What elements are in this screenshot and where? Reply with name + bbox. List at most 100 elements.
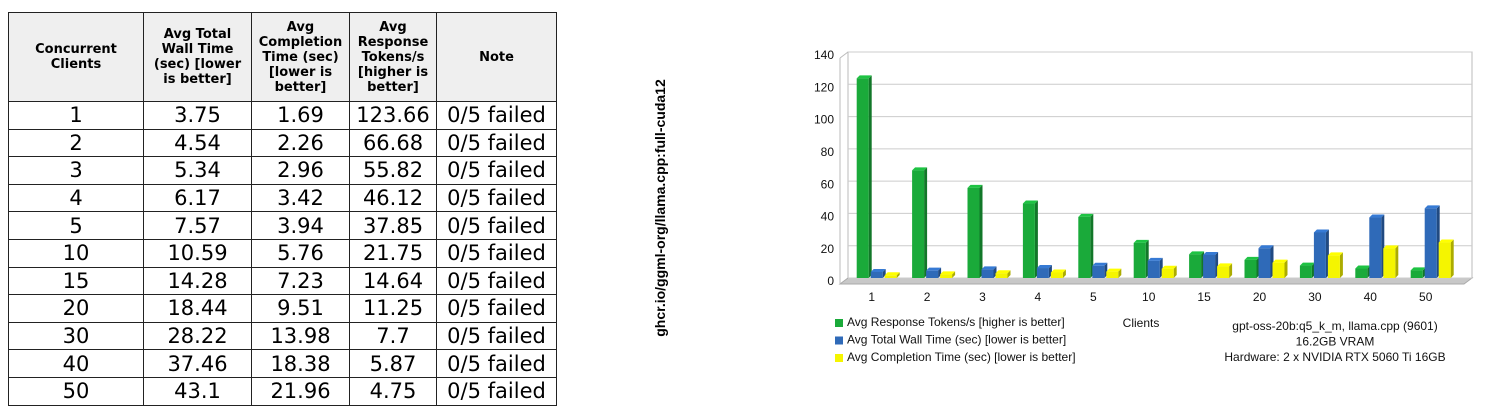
table-cell: 10 bbox=[8, 238, 144, 268]
bar-top bbox=[940, 271, 956, 275]
bar-side bbox=[1090, 213, 1094, 278]
bar-top bbox=[1050, 269, 1066, 273]
bar bbox=[870, 271, 883, 278]
table-cell: 0/5 failed bbox=[436, 238, 557, 268]
bar-side bbox=[1339, 252, 1343, 278]
bar-top bbox=[1022, 200, 1038, 204]
bar bbox=[1189, 254, 1202, 278]
x-tick-label: 20 bbox=[1253, 290, 1267, 304]
bar bbox=[967, 187, 980, 278]
bar bbox=[1036, 268, 1049, 278]
bar-top bbox=[1106, 268, 1122, 272]
bar-top bbox=[912, 167, 928, 171]
bar bbox=[1106, 271, 1119, 278]
bar-side bbox=[1229, 263, 1233, 278]
table-cell: 1.69 bbox=[251, 101, 350, 130]
column-header: Avg Total Wall Time (sec) [lower is bett… bbox=[143, 12, 252, 102]
table-cell: 5.76 bbox=[251, 238, 350, 268]
table-body: 1 3.75 1.69 123.66 0/5 failed 2 4.54 2.26 66.68 0… bbox=[8, 101, 557, 406]
bar bbox=[1313, 232, 1326, 278]
bar bbox=[1355, 268, 1368, 278]
table-cell: 18.38 bbox=[251, 349, 350, 378]
table-cell: 11.25 bbox=[349, 294, 437, 323]
bar bbox=[1258, 248, 1271, 278]
table-cell: 30 bbox=[8, 321, 144, 351]
x-tick-label: 2 bbox=[924, 290, 931, 304]
bar-top bbox=[884, 272, 900, 276]
bar bbox=[1244, 259, 1257, 278]
bar-top bbox=[1244, 256, 1260, 260]
bar bbox=[1092, 265, 1105, 278]
bar-side bbox=[1395, 245, 1399, 278]
y-tick-label: 100 bbox=[814, 113, 834, 127]
y-tick-label: 60 bbox=[821, 177, 835, 191]
y-tick-label: 80 bbox=[821, 145, 835, 159]
bar bbox=[1438, 242, 1451, 278]
bar-side bbox=[896, 272, 900, 278]
table-cell: 7.57 bbox=[143, 211, 252, 240]
table-cell: 13.98 bbox=[251, 321, 350, 351]
bar-side bbox=[1007, 270, 1011, 278]
table-cell: 2.26 bbox=[251, 128, 350, 158]
table-cell: 66.68 bbox=[349, 128, 437, 158]
bar-top bbox=[967, 184, 983, 188]
column-header: Avg Response Tokens/s [higher is better] bbox=[349, 12, 437, 102]
bar bbox=[1161, 268, 1174, 278]
bar-top bbox=[1355, 265, 1371, 269]
bar-top bbox=[1203, 251, 1219, 255]
bar-side bbox=[1450, 239, 1454, 278]
legend-swatch bbox=[835, 354, 843, 362]
bar-side bbox=[1284, 259, 1288, 278]
x-axis-title: Clients bbox=[1123, 316, 1160, 330]
table-cell: 21.75 bbox=[349, 238, 437, 268]
bar-top bbox=[856, 75, 872, 79]
x-tick-label: 5 bbox=[1090, 290, 1097, 304]
bar-side bbox=[952, 271, 956, 278]
bar-top bbox=[1078, 213, 1094, 217]
annotation: Hardware: 2 x NVIDIA RTX 5060 Ti 16GB bbox=[1224, 350, 1445, 364]
bar-top bbox=[1272, 259, 1288, 263]
bar-top bbox=[1161, 265, 1177, 269]
table-cell: 0/5 failed bbox=[436, 211, 557, 240]
bar bbox=[981, 269, 994, 278]
y-tick-label: 20 bbox=[821, 242, 835, 256]
bar bbox=[1133, 242, 1146, 278]
results-table: Concurrent Clients Avg Total Wall Time (s… bbox=[8, 12, 557, 406]
bar-top bbox=[1258, 245, 1274, 249]
bar-top bbox=[1410, 267, 1426, 271]
table-row: 10 10.59 5.76 21.75 0/5 failed bbox=[8, 238, 557, 268]
bar bbox=[1327, 255, 1340, 278]
bar bbox=[1217, 266, 1230, 278]
bar-top bbox=[1438, 239, 1454, 243]
bar-top bbox=[995, 270, 1011, 274]
bar bbox=[1147, 260, 1160, 278]
x-tick-label: 50 bbox=[1419, 290, 1433, 304]
bar-top bbox=[1299, 262, 1315, 266]
table-row: 50 43.1 21.96 4.75 0/5 failed bbox=[8, 376, 557, 406]
bar bbox=[1410, 270, 1423, 278]
bar bbox=[1383, 248, 1396, 278]
header-row: Concurrent Clients Avg Total Wall Time (s… bbox=[8, 12, 557, 102]
bar-top bbox=[1189, 251, 1205, 255]
annotation: gpt-oss-20b:q5_k_m, llama.cpp (9601) bbox=[1232, 319, 1437, 333]
bar bbox=[1078, 216, 1091, 278]
table-row: 20 18.44 9.51 11.25 0/5 failed bbox=[8, 294, 557, 323]
bar-top bbox=[1313, 229, 1329, 233]
legend-label: Avg Response Tokens/s [higher is better] bbox=[847, 315, 1065, 329]
table-cell: 5.87 bbox=[349, 349, 437, 378]
table-cell: 46.12 bbox=[349, 183, 437, 213]
y-tick-label: 140 bbox=[814, 48, 834, 62]
legend-swatch bbox=[835, 319, 843, 327]
x-tick-label: 3 bbox=[979, 290, 986, 304]
table-cell: 14.64 bbox=[349, 266, 437, 296]
bar bbox=[1369, 217, 1382, 278]
bar-side bbox=[1034, 200, 1038, 278]
column-header: Avg Completion Time (sec) [lower is bett… bbox=[251, 12, 350, 102]
bar bbox=[856, 78, 869, 278]
table-cell: 0/5 failed bbox=[436, 101, 557, 130]
bar-side bbox=[1173, 265, 1177, 278]
legend-label: Avg Total Wall Time (sec) [lower is bett… bbox=[847, 333, 1066, 347]
column-header: Concurrent Clients bbox=[8, 12, 144, 102]
